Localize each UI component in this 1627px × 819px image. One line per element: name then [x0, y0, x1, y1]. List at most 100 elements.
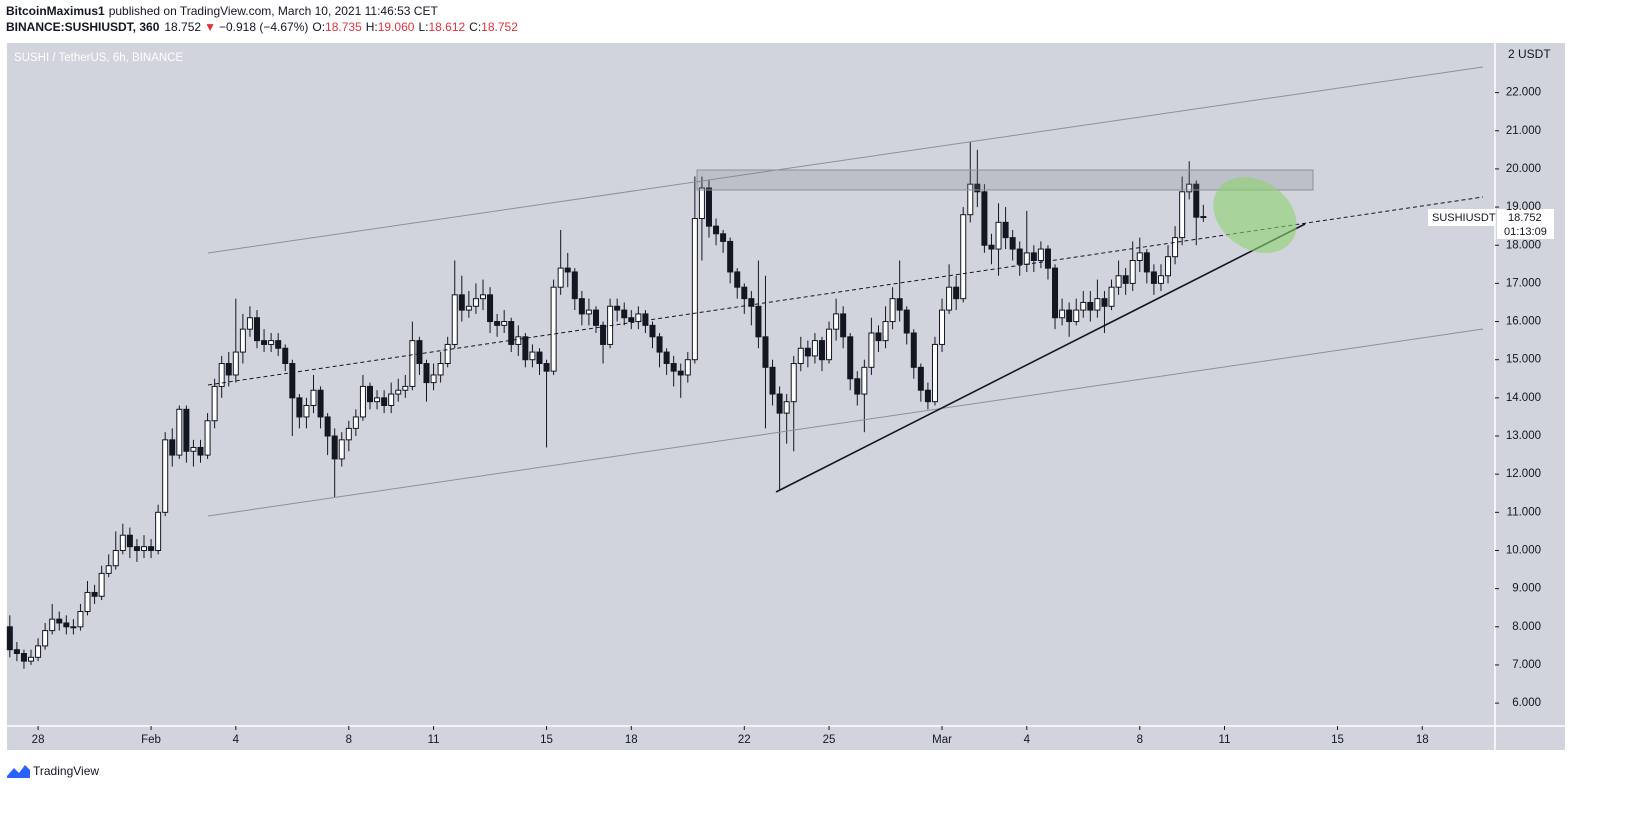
candle-body	[1066, 309, 1073, 323]
x-tick-label: 8	[1137, 734, 1143, 746]
candle-body	[303, 404, 310, 418]
candle-body	[91, 591, 98, 597]
candle-body	[797, 347, 804, 365]
candle-body	[734, 271, 741, 288]
candle-body	[28, 656, 35, 662]
candle-body	[600, 324, 607, 345]
candle-body	[465, 305, 472, 311]
candle-body	[762, 336, 769, 368]
price-tag-price: 18.752	[1508, 212, 1542, 224]
channel-top	[207, 66, 1484, 254]
candle-body	[833, 313, 840, 330]
symbol-tag	[1428, 209, 1495, 226]
x-tick-label: 25	[823, 734, 836, 746]
candle-body	[677, 370, 684, 376]
tradingview-logo: TradingView	[7, 764, 99, 778]
chart-background	[7, 43, 1565, 750]
candle-body	[783, 401, 790, 414]
candle-body	[324, 416, 331, 437]
candle-body	[974, 183, 981, 193]
candle-body	[585, 309, 592, 315]
y-tick-label: 17.000	[1506, 277, 1541, 289]
candle-body	[1179, 191, 1186, 239]
target-area	[1213, 177, 1297, 253]
o-value: 18.735	[325, 20, 362, 34]
candle-body	[402, 385, 409, 391]
candle-body	[345, 427, 352, 441]
x-tick-label: 4	[233, 734, 240, 746]
x-tick-label: 4	[1024, 734, 1031, 746]
c-value: 18.752	[481, 20, 518, 34]
resistance-zone	[696, 169, 1314, 191]
candle-body	[162, 439, 169, 513]
candle-body	[790, 363, 797, 403]
x-tick-label: 8	[346, 734, 352, 746]
channel-bottom	[207, 328, 1484, 517]
axis-unit: 2 USDT	[1508, 47, 1551, 61]
header-line-1: BitcoinMaximus1 published on TradingView.…	[6, 4, 438, 18]
candle-body	[769, 366, 776, 395]
candle-body	[840, 313, 847, 338]
plot	[6, 142, 1207, 669]
candle-body	[649, 324, 656, 338]
header-line-2: BINANCE:SUSHIUSDT, 360 18.752 ▼ −0.918 (−4.…	[6, 20, 518, 34]
candle-body	[423, 363, 430, 384]
candle-body	[331, 435, 338, 460]
h-value: 19.060	[378, 20, 415, 34]
candle-body	[444, 343, 451, 365]
y-tick-label: 10.000	[1506, 545, 1541, 557]
candle-body	[818, 340, 825, 361]
logo-icon	[7, 765, 30, 778]
candle-body	[663, 351, 670, 365]
price-tag	[1497, 209, 1554, 239]
candle-body	[522, 336, 529, 361]
x-tick-label: Mar	[932, 734, 952, 746]
h-label: H:	[366, 20, 378, 34]
x-tick-label: 18	[625, 734, 638, 746]
symbol-tag-text: SUSHIUSDT	[1432, 212, 1496, 224]
candle-body	[571, 271, 578, 300]
candle-body	[458, 294, 465, 311]
candle-body	[126, 534, 133, 548]
candle-body	[232, 351, 239, 376]
candle-body	[275, 340, 282, 349]
y-tick-label: 20.000	[1506, 163, 1541, 175]
candle-body	[705, 187, 712, 227]
candle-body	[155, 511, 162, 551]
candle-body	[204, 420, 211, 456]
candle-body	[698, 187, 705, 220]
candle-body	[416, 340, 423, 365]
candle-body	[946, 286, 953, 311]
candle-body	[35, 645, 42, 658]
candle-body	[635, 313, 642, 323]
symbol: BINANCE:SUSHIUSDT, 360	[6, 20, 160, 34]
last-price: 18.752	[164, 20, 201, 34]
candle-body	[1143, 252, 1150, 273]
candle-body	[381, 397, 388, 406]
candle-body	[939, 309, 946, 345]
candle-body	[317, 389, 324, 418]
candle-body	[1037, 248, 1044, 261]
y-tick-label: 14.000	[1506, 392, 1541, 404]
candle-body	[176, 408, 183, 456]
candle-body	[13, 649, 20, 655]
y-tick-label: 19.000	[1506, 201, 1541, 213]
candle-body	[967, 183, 974, 216]
candle-body	[141, 546, 148, 551]
candle-body	[352, 416, 359, 429]
candle-body	[374, 397, 381, 403]
candle-body	[289, 363, 296, 399]
candle-body	[56, 618, 63, 624]
chart-title: SUSHI / TetherUS, 6h, BINANCE	[14, 52, 183, 64]
candle-body	[472, 298, 479, 307]
candle-body	[727, 240, 734, 273]
x-tick-label: 28	[32, 734, 45, 746]
candle-body	[282, 347, 289, 365]
x-tick-label: Feb	[141, 734, 161, 746]
candle-body	[268, 340, 275, 345]
candle-body	[1108, 286, 1115, 307]
candle-body	[1087, 301, 1094, 311]
author: BitcoinMaximus1	[6, 4, 105, 18]
candle-body	[741, 286, 748, 300]
candle-body	[988, 244, 995, 250]
